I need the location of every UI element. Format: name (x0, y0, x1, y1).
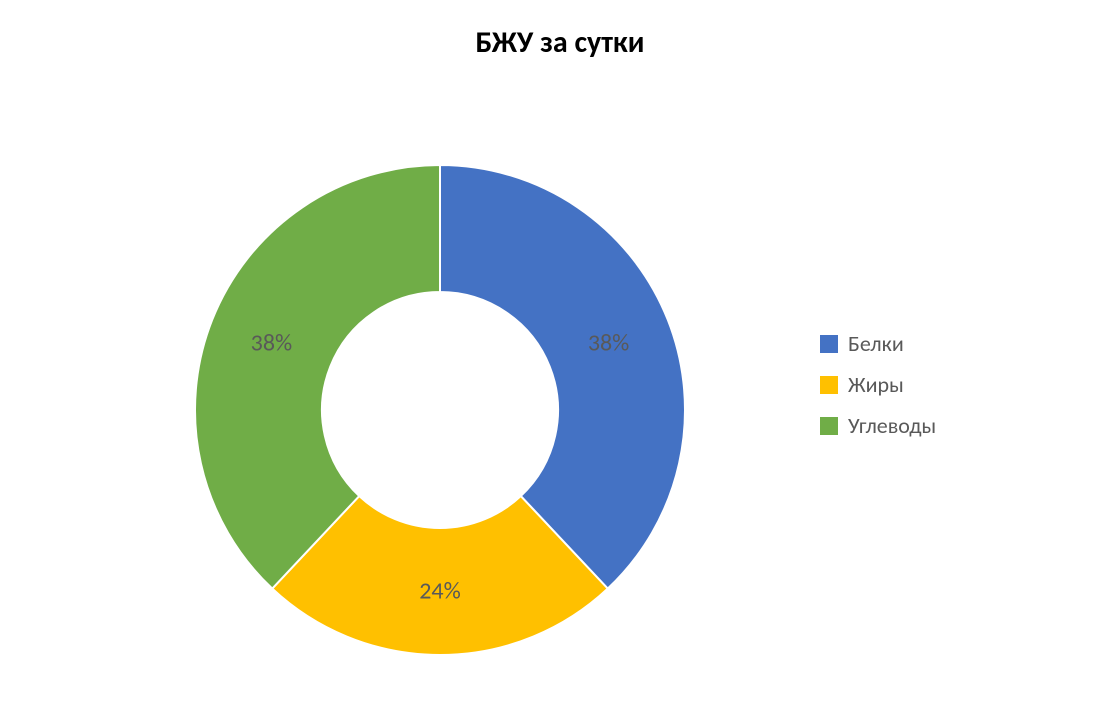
legend-label-1: Жиры (848, 371, 904, 398)
legend-swatch-1 (820, 376, 838, 394)
chart-container: БЖУ за сутки Белки Жиры Углеводы 38% 24% 38% (0, 0, 1120, 720)
legend-item-0: Белки (820, 330, 936, 357)
legend-swatch-0 (820, 335, 838, 353)
legend: Белки Жиры Углеводы (820, 330, 936, 453)
data-label-2: 38% (251, 329, 292, 358)
legend-item-1: Жиры (820, 371, 936, 398)
legend-label-0: Белки (848, 330, 904, 357)
legend-label-2: Углеводы (848, 412, 936, 439)
chart-title: БЖУ за сутки (0, 24, 1120, 61)
legend-item-2: Углеводы (820, 412, 936, 439)
legend-swatch-2 (820, 417, 838, 435)
data-label-1: 24% (419, 577, 460, 606)
donut-hole (322, 292, 558, 528)
data-label-0: 38% (588, 329, 629, 358)
